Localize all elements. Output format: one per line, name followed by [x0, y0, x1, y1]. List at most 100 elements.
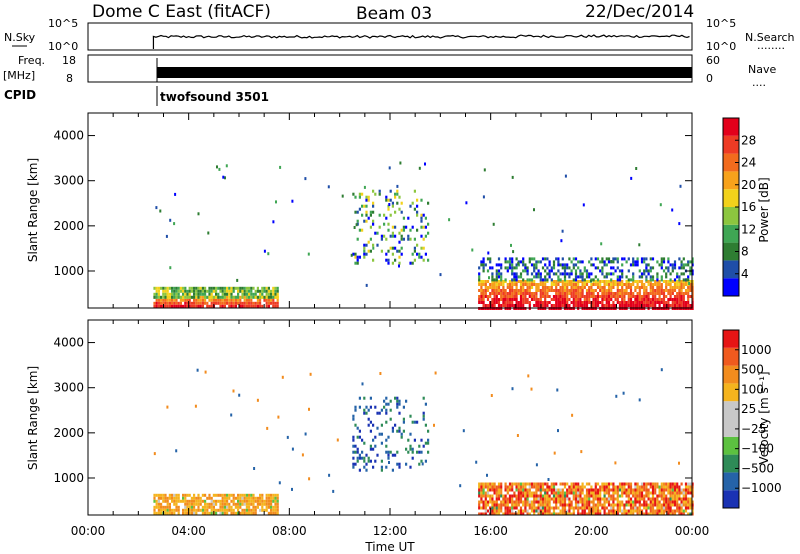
heatmap-cell	[506, 298, 509, 301]
heatmap-cell	[676, 509, 679, 513]
heatmap-cell	[228, 493, 231, 497]
heatmap-cell	[354, 423, 357, 427]
heatmap-cell	[561, 263, 564, 267]
heatmap-cell	[162, 496, 165, 500]
heatmap-cell	[605, 263, 608, 267]
heatmap-cell	[418, 462, 421, 466]
heatmap-cell	[513, 506, 516, 510]
heatmap-cell	[539, 500, 542, 504]
heatmap-cell	[566, 494, 569, 498]
heatmap-cell	[522, 512, 525, 516]
heatmap-cell	[228, 304, 231, 308]
heatmap-cell	[506, 286, 509, 289]
heatmap-cell	[215, 502, 218, 506]
heatmap-cell	[478, 272, 481, 276]
heatmap-cell	[166, 505, 169, 509]
heatmap-cell	[665, 272, 668, 276]
heatmap-cell	[197, 508, 200, 512]
heatmap-cell	[632, 263, 635, 267]
heatmap-cell	[603, 512, 606, 516]
heatmap-cell	[519, 500, 523, 504]
heatmap-cell	[528, 491, 531, 495]
heatmap-cell	[651, 500, 655, 504]
heatmap-cell	[427, 222, 430, 226]
heatmap-cell	[638, 286, 641, 289]
heatmap-cell	[484, 485, 487, 489]
heatmap-cell	[182, 499, 185, 503]
heatmap-cell	[160, 502, 163, 506]
heatmap-cell	[500, 491, 503, 495]
heatmap-cell	[230, 493, 233, 497]
heatmap-cell	[506, 503, 509, 507]
heatmap-cell	[634, 506, 637, 510]
heatmap-cell	[682, 500, 685, 504]
heatmap-cell	[645, 295, 648, 298]
heatmap-cell	[570, 482, 573, 486]
heatmap-cell	[190, 295, 193, 299]
heatmap-cell	[645, 292, 648, 295]
power-frame	[87, 112, 693, 309]
heatmap-cell	[363, 255, 366, 259]
heatmap-cell	[572, 289, 575, 292]
heatmap-cell	[616, 278, 619, 282]
heatmap-cell	[237, 502, 240, 506]
heatmap-cell	[585, 272, 589, 276]
heatmap-cell	[627, 269, 630, 273]
heatmap-cell	[678, 304, 681, 307]
heatmap-cell	[232, 496, 235, 500]
heatmap-cell	[513, 283, 516, 286]
heatmap-cell	[304, 432, 307, 436]
heatmap-cell	[605, 482, 608, 486]
heatmap-cell	[164, 496, 167, 500]
heatmap-cell	[673, 512, 677, 516]
heatmap-cell	[171, 496, 174, 500]
heatmap-cell	[643, 289, 646, 292]
heatmap-cell	[687, 512, 690, 516]
heatmap-cell	[263, 295, 266, 299]
heatmap-cell	[682, 292, 685, 295]
heatmap-cell	[153, 292, 156, 296]
heatmap-cell	[478, 283, 481, 286]
heatmap-cell	[592, 289, 595, 292]
heatmap-cell	[493, 292, 496, 295]
colorbar-swatch	[723, 242, 739, 261]
heatmap-cell	[504, 280, 507, 283]
heatmap-cell	[367, 417, 370, 421]
heatmap-cell	[645, 488, 648, 492]
heatmap-cell	[596, 295, 600, 298]
heatmap-cell	[662, 482, 666, 486]
heatmap-cell	[389, 198, 392, 202]
heatmap-cell	[400, 237, 403, 241]
heatmap-cell	[391, 252, 394, 256]
heatmap-cell	[577, 292, 580, 295]
heatmap-cell	[599, 280, 602, 283]
heatmap-cell	[676, 275, 679, 279]
heatmap-cell	[495, 488, 498, 492]
heatmap-cell	[210, 286, 213, 290]
heatmap-cell	[398, 249, 401, 253]
heatmap-cell	[175, 449, 178, 453]
heatmap-cell	[239, 286, 242, 290]
heatmap-cell	[367, 216, 370, 220]
heatmap-cell	[647, 512, 650, 516]
heatmap-cell	[164, 511, 167, 515]
heatmap-cell	[671, 269, 674, 273]
heatmap-cell	[546, 482, 549, 486]
heatmap-cell	[634, 295, 637, 298]
heatmap-cell	[563, 275, 567, 279]
heatmap-cell	[530, 257, 534, 261]
heatmap-cell	[376, 243, 379, 247]
heatmap-cell	[190, 499, 193, 503]
heatmap-cell	[574, 283, 578, 286]
heatmap-cell	[482, 485, 485, 489]
heatmap-cell	[261, 499, 264, 503]
heatmap-cell	[422, 414, 425, 418]
heatmap-cell	[621, 289, 624, 292]
heatmap-cell	[372, 243, 375, 247]
colorbar-tick-label: 16	[741, 200, 756, 214]
heatmap-cell	[409, 237, 412, 241]
heatmap-cell	[579, 289, 582, 292]
nsearch-label: N.Search	[745, 31, 795, 44]
heatmap-cell	[651, 275, 655, 279]
heatmap-cell	[515, 298, 518, 301]
